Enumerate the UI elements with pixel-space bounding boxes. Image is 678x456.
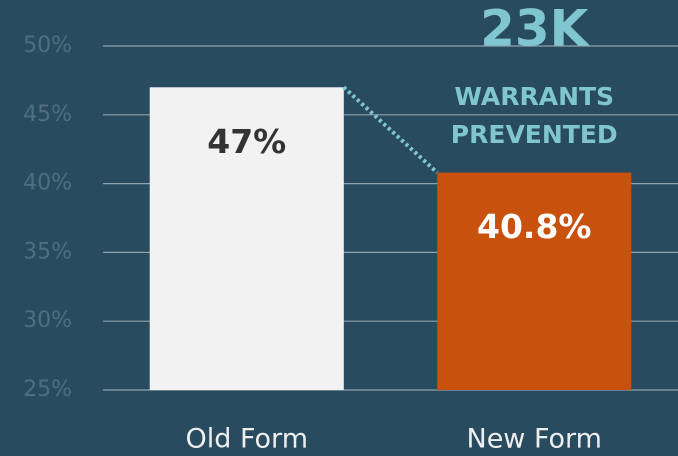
y-tick-label: 35% [23,239,72,264]
annotation-line: PREVENTED [451,120,618,149]
annotation-line: WARRANTS [454,82,614,111]
annotation-headline: 23K [480,0,591,58]
y-tick-label: 50% [23,33,72,58]
x-tick-label: New Form [467,424,603,455]
y-tick-label: 40% [23,171,72,196]
bar [437,172,632,390]
x-tick-label: Old Form [186,424,309,455]
bar [149,87,344,390]
y-tick-label: 30% [23,308,72,333]
y-tick-label: 25% [23,377,72,402]
value-label: 47% [207,122,286,161]
value-label: 40.8% [477,207,592,246]
y-tick-label: 45% [23,102,72,127]
